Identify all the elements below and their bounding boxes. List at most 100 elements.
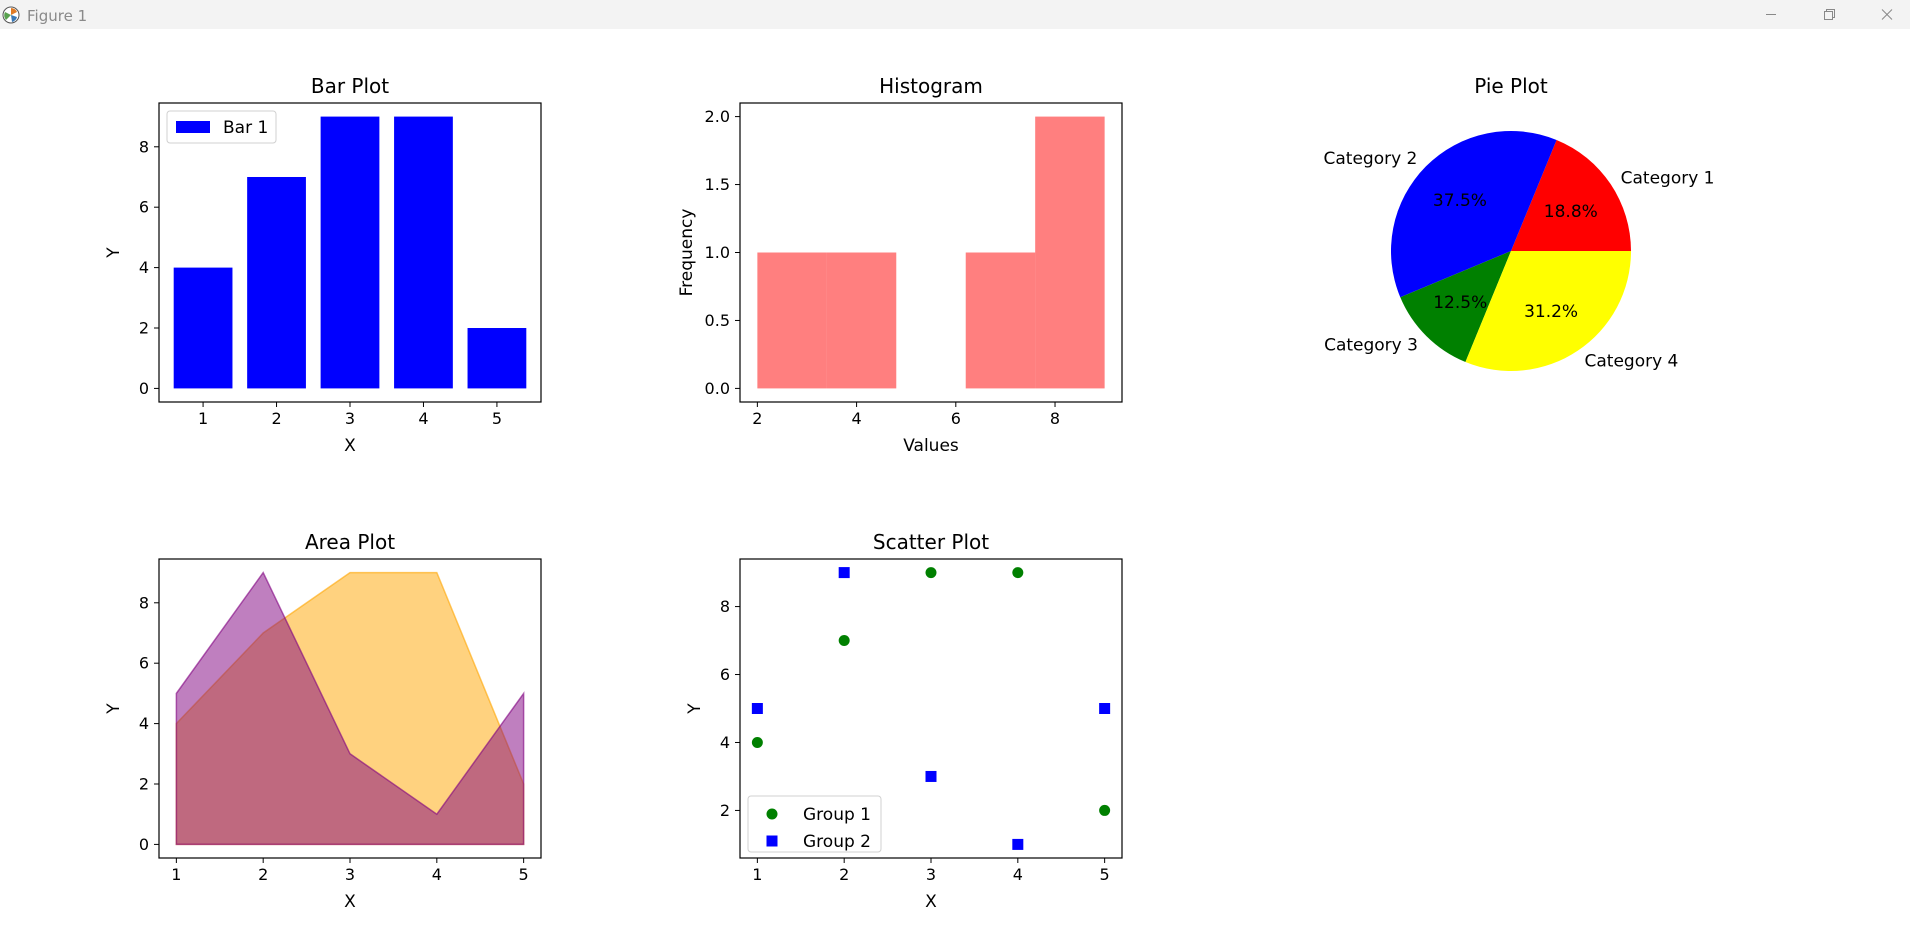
y-tick-label: 4: [720, 733, 730, 752]
minimize-button[interactable]: [1742, 0, 1800, 29]
pie-slice: [1465, 251, 1631, 372]
x-axis-label: X: [344, 436, 356, 456]
x-tick-label: 2: [258, 865, 268, 884]
legend-swatch: [176, 121, 210, 133]
x-tick-label: 5: [519, 865, 529, 884]
x-axis-label: X: [925, 892, 937, 912]
bar: [467, 328, 527, 389]
histogram-bar: [965, 252, 1036, 389]
y-tick-label: 2: [139, 319, 149, 338]
figure-canvas: Bar Plot 1 2 3 4 5 0 2 4 6 8 X Y Bar 1 Histogram 2 4 6 8 0.…: [104, 74, 1715, 912]
matplotlib-app-icon: [2, 6, 20, 24]
scatter-point: [925, 567, 937, 579]
y-tick-label: 0: [139, 835, 149, 854]
x-tick-label: 3: [345, 865, 355, 884]
histogram-bar: [826, 252, 897, 389]
pie-category-label: Category 1: [1621, 168, 1715, 188]
scatter-plot-panel: Scatter Plot 1 2 3 4 5 2 4 6 8 X Y Group 1 Group 2: [685, 530, 1123, 912]
y-tick-label: 2: [720, 801, 730, 820]
y-tick-label: 0.5: [705, 311, 730, 330]
x-tick-label: 5: [1100, 865, 1110, 884]
pie-percent-label: 37.5%: [1433, 191, 1487, 211]
y-tick-label: 8: [139, 137, 149, 156]
y-tick-label: 0: [139, 379, 149, 398]
scatter-point: [1099, 703, 1111, 714]
y-tick-label: 8: [139, 593, 149, 612]
pie-plot-panel: Pie Plot Category 1 18.8% Category 2 37.5% Ca…: [1323, 74, 1714, 372]
bar: [394, 116, 453, 389]
bar: [320, 116, 380, 389]
pie-slice: [1511, 139, 1631, 251]
pie-slice: [1391, 131, 1557, 298]
y-tick-label: 4: [139, 714, 149, 733]
histogram-bar: [1035, 116, 1105, 389]
scatter-point: [1012, 838, 1024, 850]
scatter-point: [838, 567, 850, 579]
x-tick-label: 6: [951, 409, 961, 428]
x-tick-label: 2: [752, 409, 762, 428]
y-axis-label: Y: [685, 703, 705, 715]
x-tick-label: 4: [418, 409, 428, 428]
scatter-point: [1099, 804, 1111, 816]
legend-marker: [766, 835, 778, 847]
y-tick-label: 1.0: [705, 243, 730, 262]
legend: Bar 1: [166, 110, 277, 144]
y-tick-label: 6: [139, 198, 149, 217]
y-tick-label: 8: [720, 597, 730, 616]
bar: [173, 267, 233, 389]
x-tick-label: 2: [839, 865, 849, 884]
pie-percent-label: 18.8%: [1544, 202, 1598, 222]
scatter-point: [751, 703, 763, 714]
chart-title: Bar Plot: [311, 74, 389, 98]
window-titlebar: Figure 1: [0, 0, 1910, 29]
y-tick-label: 4: [139, 258, 149, 277]
x-tick-label: 3: [926, 865, 936, 884]
x-tick-label: 3: [345, 409, 355, 428]
x-tick-label: 4: [851, 409, 861, 428]
area-fill: [175, 571, 525, 846]
area-plot-panel: Area Plot 1 2 3 4 5 0 2 4 6 8 X Y: [104, 530, 542, 912]
pie-category-label: Category 3: [1324, 336, 1418, 356]
restore-icon: [1824, 9, 1835, 20]
maximize-button[interactable]: [1800, 0, 1858, 29]
y-axis-label: Y: [104, 247, 124, 259]
legend-label: Group 1: [803, 805, 871, 825]
legend-label: Bar 1: [223, 118, 268, 138]
y-tick-label: 1.5: [705, 175, 730, 194]
x-axis-label: Values: [903, 436, 959, 456]
close-button[interactable]: [1858, 0, 1910, 29]
scatter-point: [838, 635, 850, 647]
histogram-panel: Histogram 2 4 6 8 0.0 0.5 1.0 1.5 2.0 Values Freque…: [677, 74, 1123, 456]
chart-title: Area Plot: [305, 530, 395, 554]
legend-marker: [766, 808, 778, 820]
scatter-point: [1012, 567, 1024, 579]
bar: [247, 176, 306, 389]
x-axis-label: X: [344, 892, 356, 912]
y-axis-label: Frequency: [677, 209, 697, 297]
x-tick-label: 4: [1013, 865, 1023, 884]
pie-slice: [1400, 251, 1511, 363]
bar-plot-panel: Bar Plot 1 2 3 4 5 0 2 4 6 8 X Y Bar 1: [104, 74, 542, 456]
pie-category-label: Category 4: [1585, 352, 1679, 372]
chart-title: Histogram: [879, 74, 983, 98]
y-tick-label: 6: [139, 654, 149, 673]
pie-percent-label: 31.2%: [1524, 302, 1578, 322]
x-tick-label: 8: [1050, 409, 1060, 428]
scatter-point: [751, 736, 763, 748]
y-tick-label: 2.0: [705, 107, 730, 126]
x-tick-label: 1: [198, 409, 208, 428]
y-tick-label: 0.0: [705, 379, 730, 398]
y-tick-label: 2: [139, 775, 149, 794]
x-tick-label: 4: [432, 865, 442, 884]
chart-title: Scatter Plot: [873, 530, 989, 554]
x-tick-label: 1: [752, 865, 762, 884]
pie-category-label: Category 2: [1323, 149, 1417, 169]
close-icon: [1881, 9, 1893, 20]
histogram-bar: [757, 252, 827, 389]
legend: Group 1 Group 2: [747, 795, 882, 853]
legend-label: Group 2: [803, 832, 871, 852]
y-axis-label: Y: [104, 703, 124, 715]
legend-box: [747, 795, 882, 853]
chart-title: Pie Plot: [1474, 74, 1548, 98]
x-tick-label: 5: [492, 409, 502, 428]
